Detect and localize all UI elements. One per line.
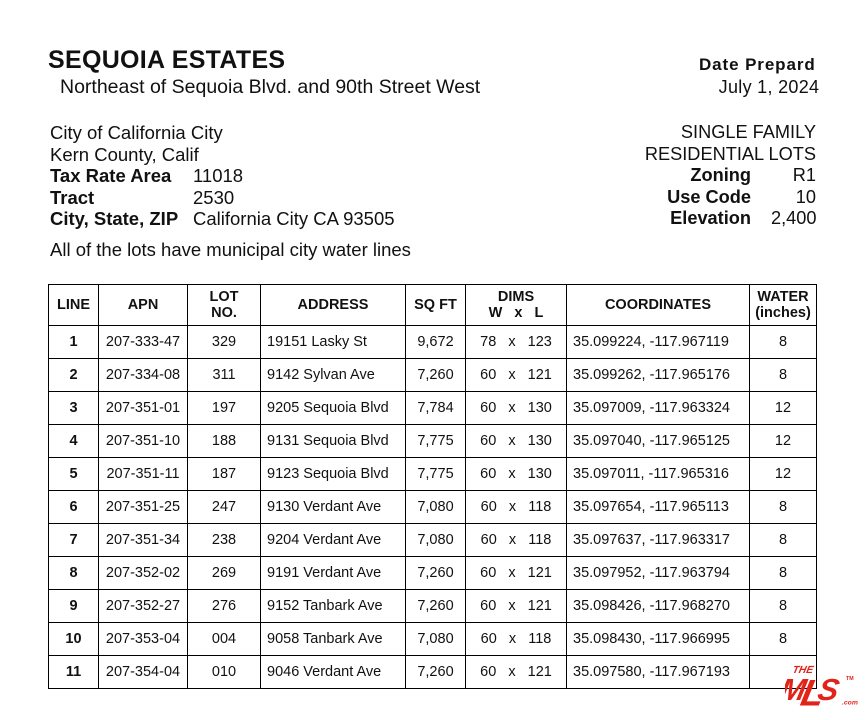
- svg-text:TM: TM: [846, 676, 854, 682]
- svg-text:.com: .com: [842, 700, 858, 707]
